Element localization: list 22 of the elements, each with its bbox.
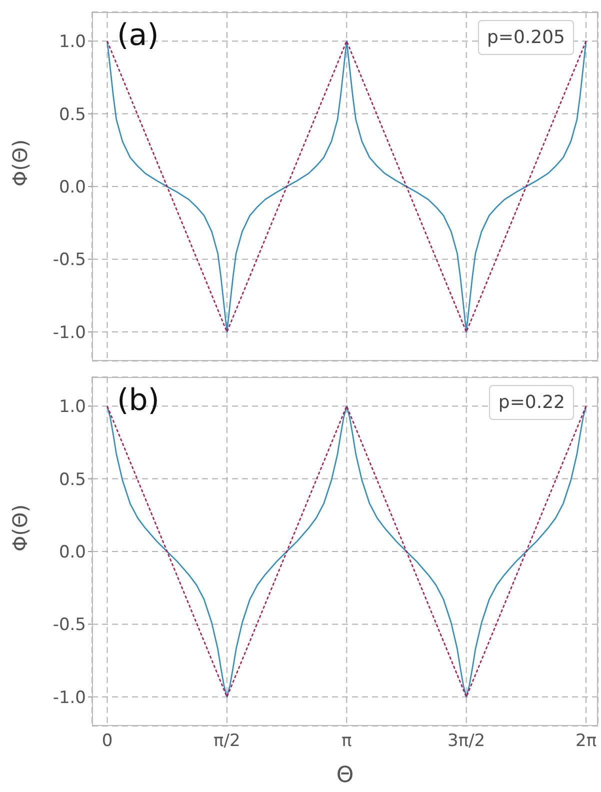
annotation: (a) xyxy=(117,18,159,53)
y-tick-label: 0.5 xyxy=(58,104,86,125)
y-tick-label: 1.0 xyxy=(58,32,86,52)
y-tick-label: -0.5 xyxy=(52,615,86,636)
x-tick-label: π/2 xyxy=(214,731,240,752)
y-tick-label: 0.5 xyxy=(58,470,86,490)
x-tick-label: 0 xyxy=(102,731,113,752)
annotation: p=0.205 xyxy=(478,20,574,55)
y-axis-title: Φ(Θ) xyxy=(8,504,32,552)
annotation: (b) xyxy=(117,383,160,418)
y-tick-label: 0.0 xyxy=(58,542,86,563)
x-tick-label: 3π/2 xyxy=(448,731,486,752)
y-tick-label: 1.0 xyxy=(58,397,86,418)
y-tick-label: 0.0 xyxy=(58,178,86,198)
annotation: p=0.22 xyxy=(489,385,574,420)
y-tick-label: -0.5 xyxy=(52,250,86,270)
x-axis-title: Θ xyxy=(336,763,354,788)
y-tick-label: -1.0 xyxy=(52,322,86,343)
y-axis-title: Φ(Θ) xyxy=(8,139,32,186)
y-tick-label: -1.0 xyxy=(52,688,86,708)
x-tick-label: 2π xyxy=(576,731,597,752)
x-tick-label: π xyxy=(342,731,352,752)
